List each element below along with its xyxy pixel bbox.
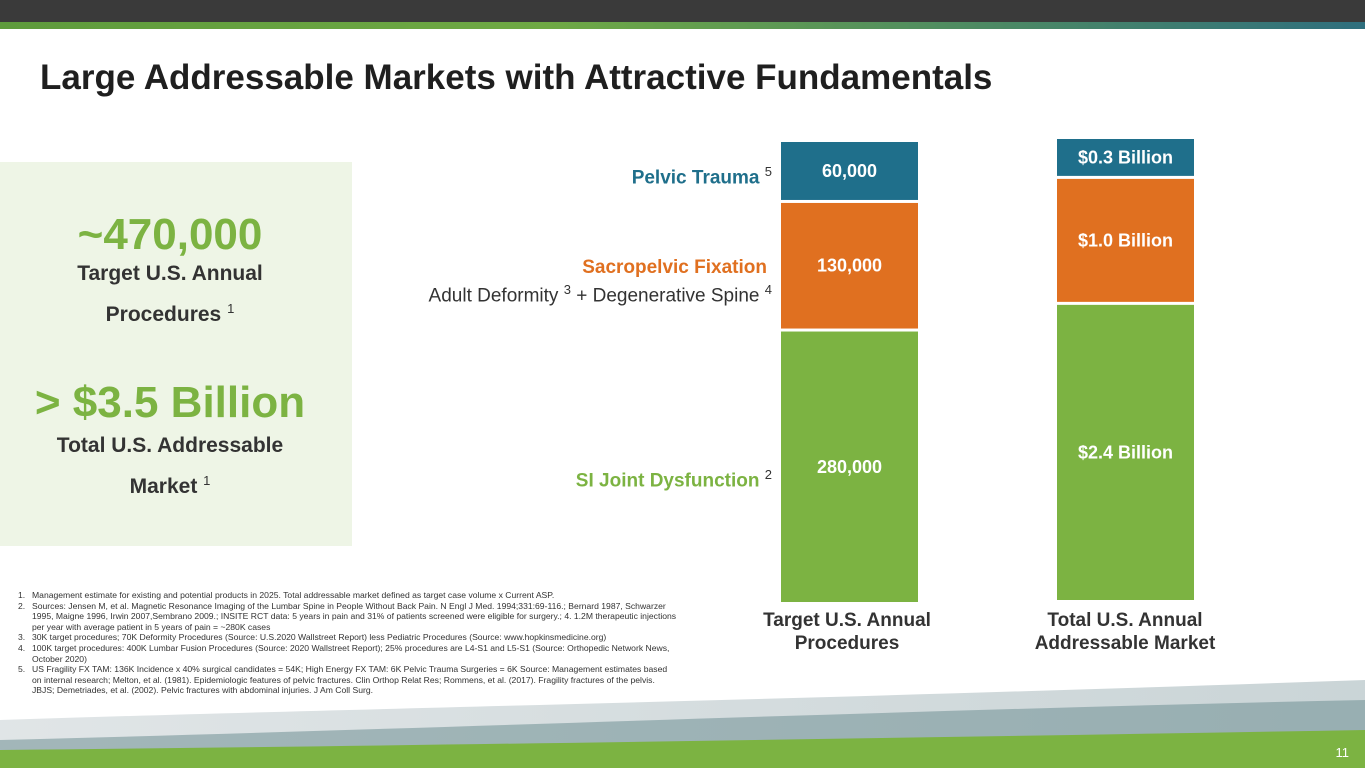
footnote-text: Sources: Jensen M, et al. Magnetic Reson… bbox=[32, 600, 677, 632]
footnote-text: Management estimate for existing and pot… bbox=[32, 590, 555, 600]
market-footnote-ref: 1 bbox=[203, 473, 211, 488]
footnote-number: 1. bbox=[18, 590, 26, 600]
pelvic-trauma-footnote-ref: 5 bbox=[764, 164, 772, 179]
segment-label-si-joint: SI Joint Dysfunction 2 bbox=[576, 467, 772, 492]
category-label-market: Total U.S. Annual Addressable Market bbox=[1015, 609, 1235, 655]
adult-deformity-label: Adult Deformity bbox=[428, 285, 559, 307]
category-label-procedures: Target U.S. Annual Procedures bbox=[737, 609, 957, 655]
footnote-1: 1. Management estimate for existing and p… bbox=[18, 590, 678, 601]
bar-value-label-0-0: 280,000 bbox=[817, 457, 882, 477]
bar-value-label-1-2: $0.3 Billion bbox=[1078, 147, 1173, 167]
footnote-2: 2. Sources: Jensen M, et al. Magnetic Res… bbox=[18, 601, 678, 633]
footnote-number: 5. bbox=[18, 664, 26, 675]
bar-value-label-1-0: $2.4 Billion bbox=[1078, 442, 1173, 462]
bar-value-label-0-2: 60,000 bbox=[822, 161, 877, 181]
degenerative-spine-footnote-ref: 4 bbox=[764, 282, 772, 297]
footnote-number: 2. bbox=[18, 600, 26, 611]
bar-segment-0-1 bbox=[781, 202, 918, 329]
bar-segment-0-0 bbox=[781, 331, 918, 602]
footnote-4: 4. 100K target procedures: 400K Lumbar Fu… bbox=[18, 643, 678, 664]
procedures-label-line2: Procedures bbox=[105, 303, 222, 326]
procedures-label-line1: Target U.S. Annual bbox=[77, 262, 263, 285]
bar-segment-0-2 bbox=[781, 142, 918, 200]
footnote-5: 5. US Fragility FX TAM: 136K Incidence x … bbox=[18, 664, 678, 696]
bar-value-label-0-1: 130,000 bbox=[817, 256, 882, 276]
procedures-footnote-ref: 1 bbox=[227, 301, 235, 316]
summary-panel: ~470,000 Target U.S. Annual Procedures 1… bbox=[0, 162, 352, 546]
bar-segment-1-2 bbox=[1057, 139, 1194, 176]
category-market-line1: Total U.S. Annual bbox=[1047, 610, 1203, 631]
segment-label-pelvic-trauma: Pelvic Trauma 5 bbox=[632, 164, 772, 189]
procedures-total-value: ~470,000 bbox=[77, 210, 263, 259]
bar-segment-1-0 bbox=[1057, 304, 1194, 600]
footnote-number: 3. bbox=[18, 632, 26, 643]
bar-segment-1-1 bbox=[1057, 178, 1194, 302]
category-market-line2: Addressable Market bbox=[1034, 633, 1216, 654]
footnote-3: 3. 30K target procedures; 70K Deformity P… bbox=[18, 632, 678, 643]
top-accent-stripe bbox=[0, 22, 1365, 29]
category-procedures-line2: Procedures bbox=[794, 633, 900, 654]
market-label-line2: Market bbox=[129, 475, 198, 498]
market-total-label: Total U.S. Addressable Market 1 bbox=[0, 428, 340, 504]
si-joint-footnote-ref: 2 bbox=[764, 467, 772, 482]
footnote-text: US Fragility FX TAM: 136K Incidence x 40… bbox=[32, 664, 668, 696]
footnote-text: 100K target procedures: 400K Lumbar Fusi… bbox=[32, 642, 670, 664]
top-header-bar bbox=[0, 0, 1365, 22]
market-label-line1: Total U.S. Addressable bbox=[56, 434, 284, 457]
bottom-wave-decoration bbox=[0, 680, 1365, 768]
adult-deformity-footnote-ref: 3 bbox=[563, 282, 571, 297]
category-procedures-line1: Target U.S. Annual bbox=[763, 610, 931, 631]
segment-sublabel-sacropelvic: Adult Deformity 3 + Degenerative Spine 4 bbox=[429, 282, 772, 307]
si-joint-name: SI Joint Dysfunction bbox=[575, 470, 760, 492]
pelvic-trauma-name: Pelvic Trauma bbox=[631, 167, 760, 189]
procedures-total-label: Target U.S. Annual Procedures 1 bbox=[0, 256, 340, 332]
footnotes-list: 1. Management estimate for existing and p… bbox=[18, 590, 678, 696]
slide-title: Large Addressable Markets with Attractiv… bbox=[40, 58, 993, 97]
footnote-number: 4. bbox=[18, 642, 26, 653]
footnote-text: 30K target procedures; 70K Deformity Pro… bbox=[32, 632, 607, 643]
bar-value-label-1-1: $1.0 Billion bbox=[1078, 230, 1173, 250]
market-total-value: > $3.5 Billion bbox=[34, 378, 306, 427]
segment-label-sacropelvic-fixation: Sacropelvic Fixation bbox=[582, 257, 767, 278]
degenerative-spine-label: + Degenerative Spine bbox=[576, 285, 760, 307]
page-number: 11 bbox=[1335, 745, 1350, 760]
